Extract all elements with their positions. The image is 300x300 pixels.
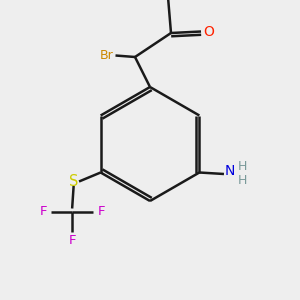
Text: F: F [39,205,47,218]
Text: H: H [238,160,248,173]
Text: O: O [203,25,214,38]
Text: F: F [98,205,105,218]
Text: F: F [68,234,76,247]
Text: Br: Br [100,49,113,62]
Text: S: S [69,174,78,189]
Text: N: N [224,164,235,178]
Text: H: H [238,174,248,187]
